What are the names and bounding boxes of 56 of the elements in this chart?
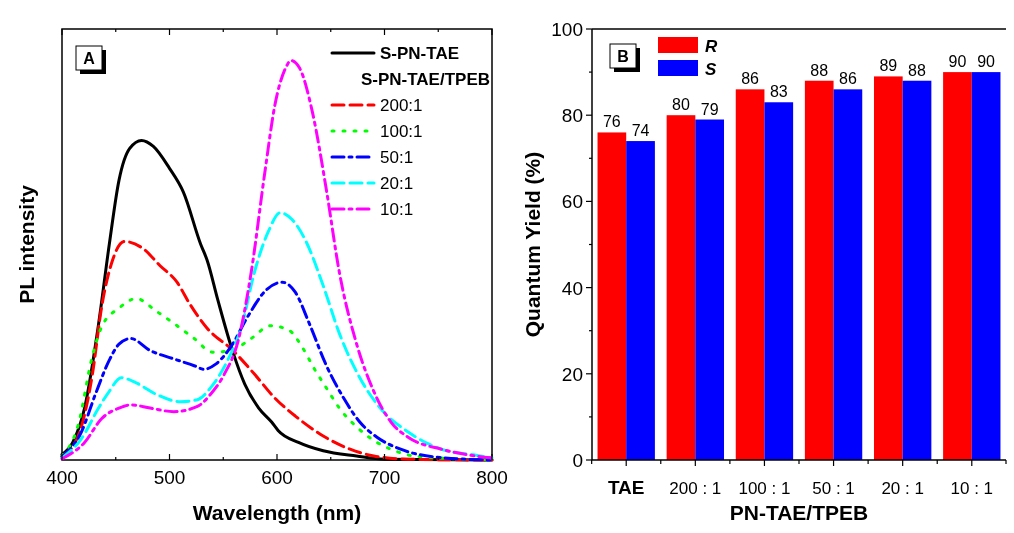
legend-label: 100:1 [380,122,423,141]
data-label: 79 [700,100,719,118]
y-tick-label: 80 [561,105,583,127]
data-label: 88 [908,61,927,79]
data-label: 74 [631,122,650,140]
bar [902,80,932,460]
bar [695,119,725,460]
data-label: 89 [879,57,898,75]
data-label: 76 [602,113,621,131]
x-tick-label: 700 [368,467,401,488]
legend-label: R [705,37,718,56]
y-axis-title: PL intensity [15,184,38,304]
data-label: 88 [810,61,829,79]
legend-label: 20:1 [380,174,414,193]
x-tick-label: 20 : 1 [881,479,924,498]
x-tick-label: 800 [476,467,508,488]
bar [666,115,696,460]
x-tick-label: 10 : 1 [950,479,994,498]
legend-title: S-PN-TAE/TPEB [360,70,490,89]
data-label: 83 [769,83,788,101]
x-axis-title: PN-TAE/TPEB [729,501,869,524]
data-label: 90 [948,53,967,71]
bar [873,76,903,460]
data-label: 80 [672,96,690,114]
x-tick-label: 500 [153,467,186,488]
bar [597,132,627,460]
y-tick-label: 0 [572,450,583,471]
data-label: 86 [839,70,857,88]
y-tick-label: 40 [561,277,583,299]
y-tick-label: 60 [561,191,583,213]
y-tick-label: 20 [561,363,583,385]
bar [764,102,794,460]
annotation: A [83,50,96,67]
y-tick-label: 100 [551,19,583,40]
x-tick-label: TAE [607,477,645,498]
bar [626,141,655,460]
x-tick-label: 400 [46,467,78,488]
legend-label: 50:1 [380,148,414,167]
data-label: 90 [977,53,996,71]
data-label: 86 [741,70,760,88]
x-axis-title: Wavelength (nm) [192,501,362,524]
bar [735,89,765,460]
x-tick-label: 100 : 1 [738,479,791,498]
x-tick-label: 200 : 1 [669,479,722,498]
legend-label: 10:1 [380,200,414,219]
x-tick-label: 50 : 1 [812,479,855,498]
bar [833,89,863,460]
y-axis-title: Quantum Yield (%) [521,151,544,338]
legend-label: 200:1 [380,96,423,115]
bar [971,72,1001,460]
legend-label: S [705,60,717,79]
x-tick-label: 600 [261,467,293,488]
legend-label: S-PN-TAE [380,44,460,63]
bar [943,72,972,460]
annotation: B [617,48,629,65]
bar [804,80,834,460]
